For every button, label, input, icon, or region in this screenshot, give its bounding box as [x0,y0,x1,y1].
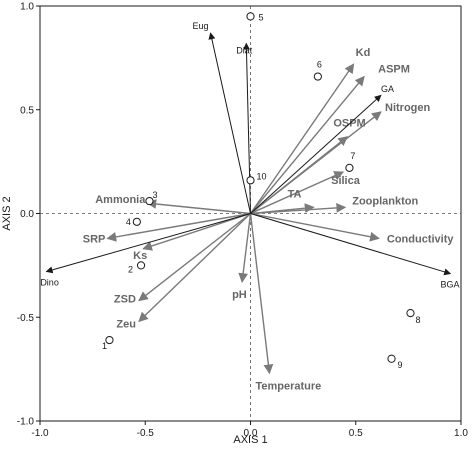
x-tick-label: -1.0 [31,428,49,439]
env-arrow [249,75,365,214]
site-point [246,176,255,185]
env-arrow-label: Silica [331,175,361,187]
env-arrow [238,213,252,283]
taxa-arrow-label: BGA [440,280,459,290]
env-arrow [249,213,274,375]
site-point [246,12,255,21]
site-point [145,196,154,206]
taxa-arrow-label: GA [381,84,394,94]
env-arrow [250,136,349,215]
site-label: 5 [259,12,264,22]
site-label: 1 [102,341,107,351]
env-arrow [250,171,345,215]
env-arrow [138,212,251,302]
taxa-arrows: Eug Diat GA BGA Dino [40,21,459,290]
env-arrow-label: ASPM [378,64,410,76]
site-label: 4 [126,217,131,227]
env-arrow-label: TA [288,188,302,200]
site-point [132,217,141,226]
site-label: 7 [350,151,355,161]
env-arrow-label: SRP [83,233,106,245]
x-tick-label: -0.5 [137,428,155,439]
x-axis-ticks: -1.0 -0.5 0.0 0.5 1.0 [31,421,468,439]
site-point [345,163,354,172]
env-arrow-label: Conductivity [387,233,454,245]
taxa-arrow [250,213,452,276]
y-tick-label: -0.5 [17,313,35,324]
site-label: 10 [257,171,267,181]
taxa-arrow [45,213,251,274]
site-label: 9 [398,360,403,370]
env-arrow-label: Ammonia [95,194,146,206]
env-arrow [250,212,380,242]
env-arrow [249,63,355,214]
env-arrow-label: Nitrogen [385,102,431,114]
y-tick-label: 0.0 [20,209,34,220]
env-arrow-label: Temperature [255,380,321,392]
site-points: 1 2 3 4 5 6 7 8 9 10 [102,12,420,370]
taxa-arrow [242,42,251,214]
env-arrow [142,212,251,251]
env-arrow [138,212,251,323]
site-point [105,335,114,345]
taxa-arrow-label: Eug [192,21,208,31]
taxa-arrow-label: Diat [236,45,253,55]
x-tick-label: 0.5 [349,428,363,439]
taxa-arrow-label: Dino [40,278,59,288]
env-arrow-label: Zooplankton [352,195,418,207]
env-arrow [106,212,251,242]
x-tick-label: 1.0 [454,428,468,439]
taxa-arrow [250,94,382,214]
y-tick-label: -1.0 [17,417,35,428]
site-point [313,72,322,81]
taxa-arrow [208,32,251,214]
site-label: 3 [152,190,157,200]
env-arrow-label: Kd [356,47,371,59]
y-tick-label: 0.5 [20,105,34,116]
y-axis-title: AXIS 2 [1,196,13,230]
site-label: 8 [415,315,420,325]
env-arrow-label: Zeu [116,318,136,330]
env-arrow-label: pH [232,289,247,301]
env-arrow [146,199,251,215]
site-label: 6 [317,60,322,70]
site-point [387,354,396,363]
y-tick-label: 1.0 [20,2,34,13]
env-arrow-label: Ks [133,250,147,262]
site-point [406,309,415,318]
y-axis-ticks: -1.0 -0.5 0.0 0.5 1.0 [17,2,40,428]
site-label: 2 [128,264,133,274]
x-axis-title: AXIS 1 [233,434,267,446]
env-arrow [250,202,347,215]
site-point [136,261,146,270]
env-arrow-label: ZSD [114,294,136,306]
x-tick-label: 0.0 [244,428,258,439]
